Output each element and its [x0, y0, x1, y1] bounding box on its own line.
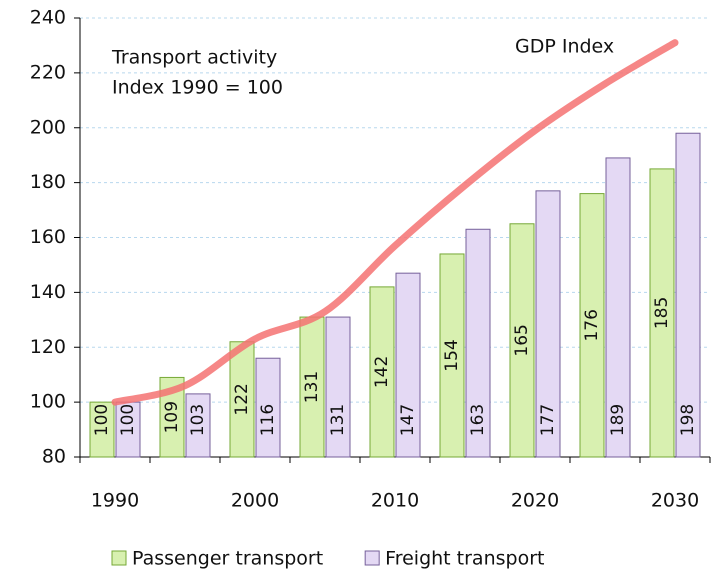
bar: [229, 341, 255, 458]
x-tick-label: 2020: [511, 490, 559, 512]
value-label: 154: [442, 339, 462, 371]
plot: 80 100 120 140 160 180 200 220 240 1990 2000 2010 20…: [30, 7, 711, 570]
value-label: 177: [538, 404, 558, 436]
value-label: 100: [92, 404, 112, 436]
x-tick-label: 2030: [651, 490, 699, 512]
y-tick-label: 100: [30, 391, 66, 413]
value-label: 198: [678, 404, 698, 436]
value-label: 109: [162, 401, 182, 433]
bar: [115, 401, 141, 458]
bar: [325, 316, 351, 458]
bar: [395, 272, 421, 458]
value-label: 147: [398, 404, 418, 436]
bar: [579, 193, 605, 458]
y-tick-label: 80: [42, 446, 66, 468]
annotation: Transport activity: [111, 47, 277, 69]
value-label: 122: [232, 383, 252, 415]
y-tick-label: 140: [30, 281, 66, 303]
x-tick-label: 2010: [371, 490, 419, 512]
value-label: 103: [188, 404, 208, 436]
bar: [535, 190, 561, 458]
bar: [89, 401, 115, 458]
value-label: 131: [302, 371, 322, 403]
bar: [439, 253, 465, 458]
legend-label: Passenger transport: [132, 548, 323, 570]
bar: [649, 168, 675, 458]
x-tick-label: 2000: [231, 490, 279, 512]
value-label: 165: [512, 324, 532, 356]
bar: [509, 223, 535, 458]
legend-label: Freight transport: [385, 548, 544, 570]
bar: [185, 393, 211, 458]
bar: [675, 132, 701, 458]
y-tick-label: 200: [30, 116, 66, 138]
line: [111, 39, 679, 406]
annotation: Index 1990 = 100: [112, 77, 283, 99]
y-tick-label: 220: [30, 61, 66, 83]
x-tick-label: 1990: [91, 490, 139, 512]
y-tick-label: 120: [30, 336, 66, 358]
y-tick-label: 160: [30, 226, 66, 248]
bar: [299, 316, 325, 458]
bar: [605, 157, 631, 458]
value-label: 116: [258, 404, 278, 436]
bar: [465, 228, 491, 458]
bar: [369, 286, 395, 458]
legend-swatch: [111, 550, 127, 566]
legend-swatch: [364, 550, 380, 566]
value-label: 176: [582, 309, 602, 341]
value-label: 142: [372, 356, 392, 388]
value-label: 100: [118, 404, 138, 436]
value-label: 189: [608, 404, 628, 436]
value-label: 185: [652, 297, 672, 329]
value-label: 131: [328, 404, 348, 436]
y-tick-label: 180: [30, 171, 66, 193]
y-tick-label: 240: [30, 7, 66, 29]
bar: [255, 357, 281, 458]
line-label: GDP Index: [515, 36, 614, 58]
value-label: 163: [468, 404, 488, 436]
